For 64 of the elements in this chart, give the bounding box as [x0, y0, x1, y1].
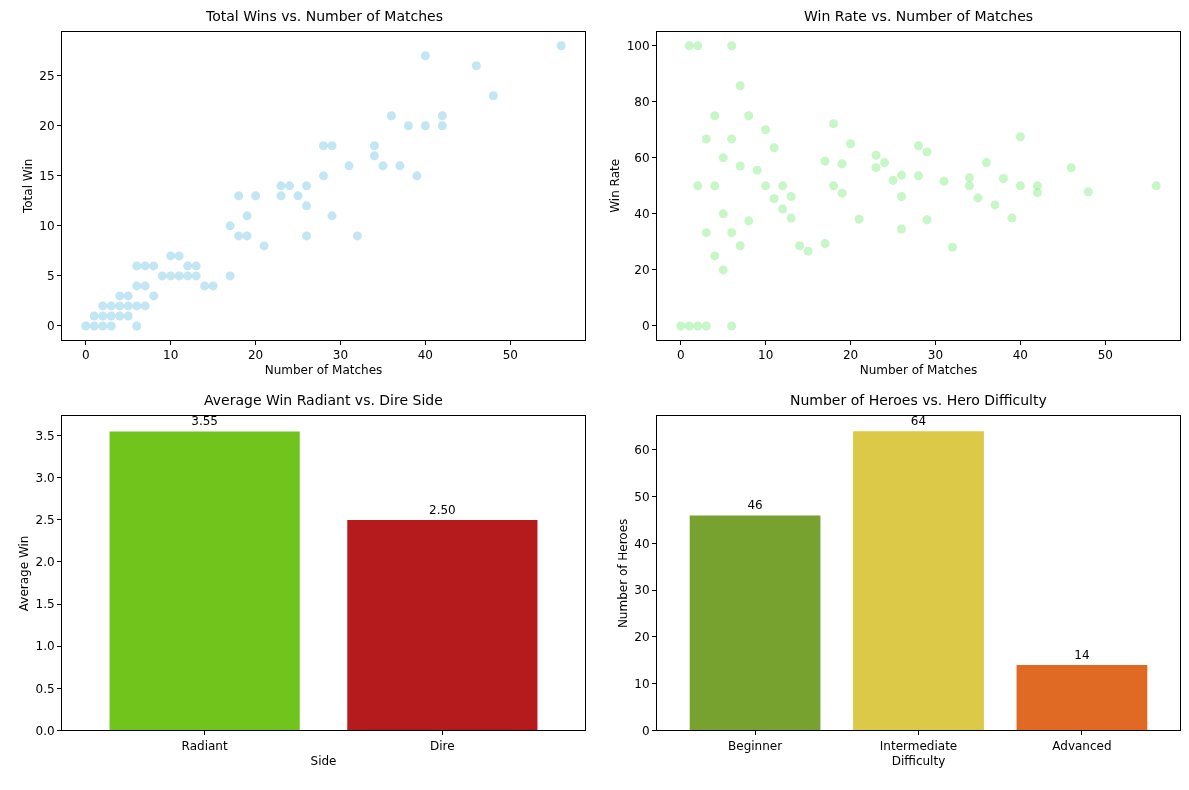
y-tick-label: 2.0 — [35, 555, 55, 570]
x-tick-label: Intermediate — [879, 738, 958, 753]
x-tick-label: 20 — [842, 348, 859, 363]
y-tick-label: 5 — [46, 269, 55, 284]
y-axis-title: Total Win — [20, 158, 35, 215]
data-label: 2.50 — [429, 502, 456, 517]
y-tick-label: 10 — [634, 676, 650, 691]
bar — [689, 515, 821, 731]
x-tick-label: 30 — [927, 348, 944, 363]
data-label: 46 — [747, 498, 763, 513]
y-tick-label: 1.5 — [35, 597, 55, 612]
x-axis-title: Number of Matches — [264, 363, 383, 378]
x-tick-label: 10 — [163, 348, 179, 363]
x-tick-label: 50 — [502, 348, 518, 363]
x-tick-label: 50 — [1097, 348, 1113, 363]
y-tick-label: 10 — [39, 219, 55, 234]
x-tick-label: Dire — [430, 738, 455, 753]
y-axis-title: Number of Heroes — [615, 518, 630, 629]
chart-title: Total Wins vs. Number of Matches — [205, 8, 443, 24]
data-label: 3.55 — [191, 414, 218, 429]
y-tick-label: 0.5 — [35, 681, 55, 696]
y-tick-label: 3.0 — [35, 470, 55, 485]
y-tick-label: 40 — [634, 536, 650, 551]
y-tick-label: 20 — [39, 118, 55, 133]
y-tick-label: 100 — [626, 38, 650, 53]
x-tick-label: 40 — [417, 348, 434, 363]
y-tick-label: 20 — [634, 630, 650, 645]
x-axis-title: Number of Matches — [859, 363, 978, 378]
y-tick-label: 1.0 — [35, 639, 55, 654]
data-label: 14 — [1074, 648, 1090, 663]
y-tick-label: 2.5 — [35, 513, 55, 528]
x-tick-label: 30 — [332, 348, 349, 363]
y-tick-label: 0 — [46, 319, 55, 334]
x-tick-label: 20 — [247, 348, 264, 363]
bar — [853, 431, 984, 731]
x-tick-label: 0 — [676, 348, 685, 363]
x-tick-label: Advanced — [1052, 738, 1112, 753]
x-tick-label: Beginner — [728, 738, 783, 753]
chart-title: Win Rate vs. Number of Matches — [804, 8, 1034, 24]
y-tick-label: 25 — [39, 68, 55, 83]
y-axis-title: Win Rate — [607, 158, 622, 213]
y-tick-label: 30 — [634, 583, 650, 598]
x-tick-label: 40 — [1012, 348, 1029, 363]
y-tick-label: 0 — [641, 319, 650, 334]
y-axis-title: Average Win — [16, 535, 31, 612]
x-axis-title: Difficulty — [891, 753, 946, 768]
x-tick-label: 10 — [758, 348, 774, 363]
chart-title: Average Win Radiant vs. Dire Side — [204, 392, 443, 408]
x-tick-label: Radiant — [181, 738, 228, 753]
y-tick-label: 60 — [634, 151, 650, 166]
y-tick-label: 60 — [634, 443, 650, 458]
y-tick-label: 3.5 — [35, 428, 55, 443]
chart-title: Number of Heroes vs. Hero Difficulty — [790, 392, 1047, 408]
x-tick-label: 0 — [81, 348, 90, 363]
y-tick-label: 40 — [634, 207, 650, 222]
bar — [1016, 665, 1148, 731]
y-tick-label: 50 — [634, 489, 650, 504]
y-tick-label: 0.0 — [35, 723, 55, 738]
data-label: 64 — [910, 414, 927, 429]
y-tick-label: 20 — [634, 263, 650, 278]
x-axis-title: Side — [310, 753, 337, 768]
y-tick-label: 80 — [634, 94, 650, 109]
y-tick-label: 0 — [641, 723, 650, 738]
y-tick-label: 15 — [39, 169, 55, 184]
